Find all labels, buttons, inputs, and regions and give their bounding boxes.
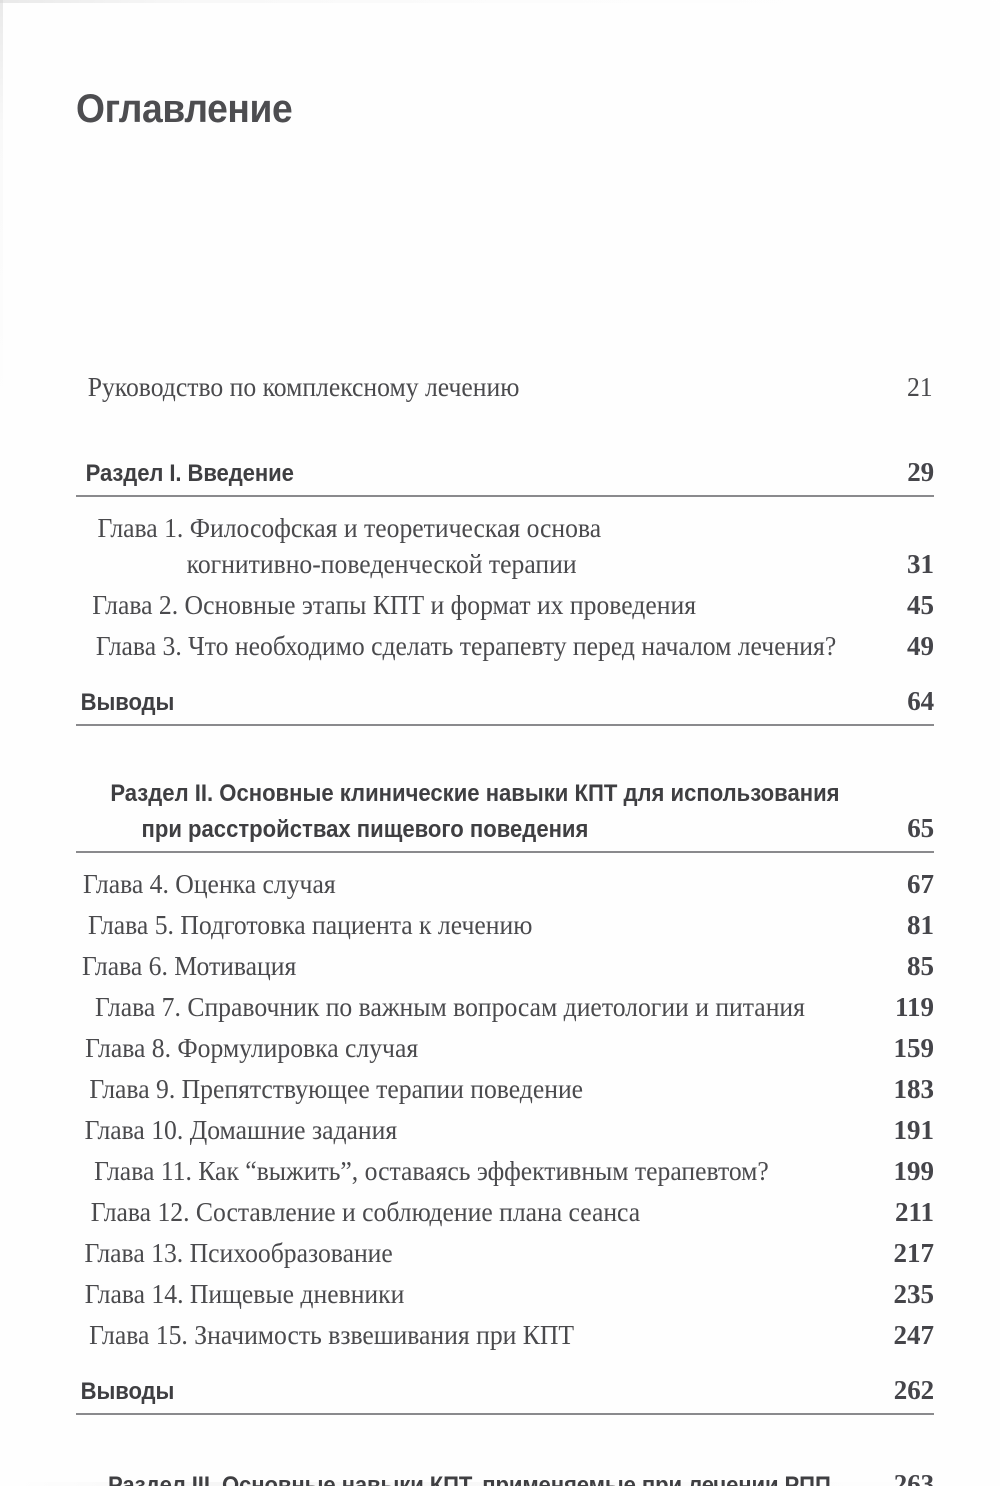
toc-chapter-line-2-row: когнитивно-поведенческой терапии 31 bbox=[76, 549, 934, 580]
toc-chapter-label: Глава 13. Психообразование bbox=[84, 1238, 393, 1268]
toc-chapter-item[interactable]: Глава 15. Значимость взвешивания при КПТ… bbox=[76, 1320, 934, 1351]
toc-entry-label: Руководство по комплексному лечению bbox=[87, 372, 520, 402]
toc-chapter-page-number: 217 bbox=[893, 1238, 935, 1268]
toc-chapter-label: Глава 9. Препятствующее терапии поведени… bbox=[89, 1074, 584, 1104]
toc-chapter-item[interactable]: Глава 11. Как “выжить”, оставаясь эффект… bbox=[76, 1156, 934, 1187]
toc-entry-front-matter[interactable]: Руководство по комплексному лечению 21 bbox=[76, 372, 934, 403]
toc-section-page-number: 263 bbox=[893, 1469, 934, 1486]
toc-chapter-page-number: 191 bbox=[893, 1115, 935, 1145]
toc-chapter-item[interactable]: Глава 10. Домашние задания 191 bbox=[76, 1115, 934, 1146]
toc-chapter-label: Глава 4. Оценка случая bbox=[82, 869, 336, 899]
toc-chapter-page-number: 211 bbox=[894, 1197, 934, 1227]
toc-chapter-item[interactable]: Глава 2. Основные этапы КПТ и формат их … bbox=[76, 590, 934, 621]
toc-chapter-item[interactable]: Глава 13. Психообразование 217 bbox=[76, 1238, 934, 1269]
toc-chapter-label: Глава 8. Формулировка случая bbox=[85, 1033, 419, 1063]
toc-chapter-page-number: 85 bbox=[907, 951, 934, 981]
toc-chapter-item[interactable]: Глава 8. Формулировка случая 159 bbox=[76, 1033, 934, 1064]
toc-chapter-item[interactable]: Глава 1. Философская и теоретическая осн… bbox=[76, 513, 934, 580]
toc-chapter-item[interactable]: Глава 3. Что необходимо сделать терапевт… bbox=[76, 631, 934, 662]
toc-chapter-item[interactable]: Глава 9. Препятствующее терапии поведени… bbox=[76, 1074, 934, 1105]
page-title: Оглавление bbox=[76, 87, 293, 131]
toc-chapter-item[interactable]: Глава 5. Подготовка пациента к лечению 8… bbox=[76, 910, 934, 941]
toc-chapter-item[interactable]: Глава 4. Оценка случая 67 bbox=[76, 869, 934, 900]
toc-section-heading-1[interactable]: Раздел I. Введение 29 bbox=[76, 457, 934, 497]
toc-section-label: Раздел I. Введение bbox=[85, 460, 294, 487]
toc-section-line-2-row: при расстройствах пищевого поведения 65 bbox=[76, 813, 935, 844]
toc-chapter-label: Глава 12. Составление и соблюдение плана… bbox=[90, 1197, 641, 1227]
toc-chapter-label: Глава 7. Справочник по важным вопросам д… bbox=[95, 992, 805, 1022]
toc-chapter-page-number: 247 bbox=[893, 1320, 935, 1350]
toc-summary-label: Выводы bbox=[80, 689, 175, 716]
toc-chapter-page-number: 159 bbox=[893, 1033, 935, 1063]
toc-chapter-page-number: 183 bbox=[893, 1074, 935, 1104]
toc-section-page-number: 65 bbox=[907, 813, 934, 843]
toc-chapter-label: Глава 3. Что необходимо сделать терапевт… bbox=[95, 631, 837, 661]
scan-edge-bottom bbox=[0, 1482, 1000, 1486]
toc-summary-2[interactable]: Выводы 262 bbox=[76, 1375, 934, 1415]
toc-entry-page-number: 21 bbox=[906, 372, 933, 402]
toc-section-heading-3[interactable]: Раздел III. Основные навыки КПТ, применя… bbox=[76, 1469, 934, 1486]
toc-section-label: Раздел III. Основные навыки КПТ, применя… bbox=[107, 1472, 831, 1486]
toc-chapter-page-number: 49 bbox=[907, 631, 934, 661]
toc-section-heading-2[interactable]: Раздел II. Основные клинические навыки К… bbox=[76, 780, 934, 853]
toc-chapter-page-number: 81 bbox=[907, 910, 934, 940]
scan-edge-top bbox=[0, 0, 1000, 3]
toc-section-label-line-2: при расстройствах пищевого поведения bbox=[141, 816, 589, 843]
toc-chapter-item[interactable]: Глава 7. Справочник по важным вопросам д… bbox=[76, 992, 934, 1023]
toc-chapter-page-number: 235 bbox=[893, 1279, 935, 1309]
toc-section-page-number: 29 bbox=[907, 457, 934, 487]
toc-chapter-label-line-2: когнитивно-поведенческой терапии bbox=[186, 549, 577, 579]
toc-chapter-label: Глава 15. Значимость взвешивания при КПТ bbox=[89, 1320, 575, 1350]
toc-summary-1[interactable]: Выводы 64 bbox=[76, 686, 934, 726]
toc-chapter-label: Глава 14. Пищевые дневники bbox=[84, 1279, 405, 1309]
toc-chapter-list-1: Глава 1. Философская и теоретическая осн… bbox=[76, 513, 934, 662]
toc-chapter-list-2: Глава 4. Оценка случая 67 Глава 5. Подго… bbox=[76, 869, 934, 1351]
toc-chapter-page-number: 31 bbox=[907, 549, 934, 579]
toc-summary-page-number: 64 bbox=[907, 686, 934, 716]
toc-chapter-page-number: 67 bbox=[907, 869, 934, 899]
toc-chapter-page-number: 119 bbox=[894, 992, 934, 1022]
toc-chapter-label: Глава 2. Основные этапы КПТ и формат их … bbox=[92, 590, 696, 620]
toc-summary-label: Выводы bbox=[80, 1378, 175, 1405]
toc-chapter-label: Глава 5. Подготовка пациента к лечению bbox=[88, 910, 533, 940]
toc-chapter-item[interactable]: Глава 6. Мотивация 85 bbox=[76, 951, 934, 982]
toc-chapter-label: Глава 6. Мотивация bbox=[81, 951, 297, 981]
scan-edge-left bbox=[0, 0, 3, 1486]
toc-chapter-label: Глава 10. Домашние задания bbox=[84, 1115, 398, 1145]
toc-chapter-page-number: 199 bbox=[893, 1156, 935, 1186]
toc-summary-page-number: 262 bbox=[893, 1375, 934, 1405]
toc-section-label-line-1: Раздел II. Основные клинические навыки К… bbox=[110, 780, 840, 807]
toc-chapter-label-line-1: Глава 1. Философская и теоретическая осн… bbox=[97, 513, 602, 543]
toc-chapter-label: Глава 11. Как “выжить”, оставаясь эффект… bbox=[94, 1156, 769, 1186]
toc-content: Оглавление Руководство по комплексному л… bbox=[76, 0, 934, 1486]
toc-chapter-item[interactable]: Глава 12. Составление и соблюдение плана… bbox=[76, 1197, 934, 1228]
toc-chapter-page-number: 45 bbox=[907, 590, 934, 620]
toc-chapter-item[interactable]: Глава 14. Пищевые дневники 235 bbox=[76, 1279, 934, 1310]
